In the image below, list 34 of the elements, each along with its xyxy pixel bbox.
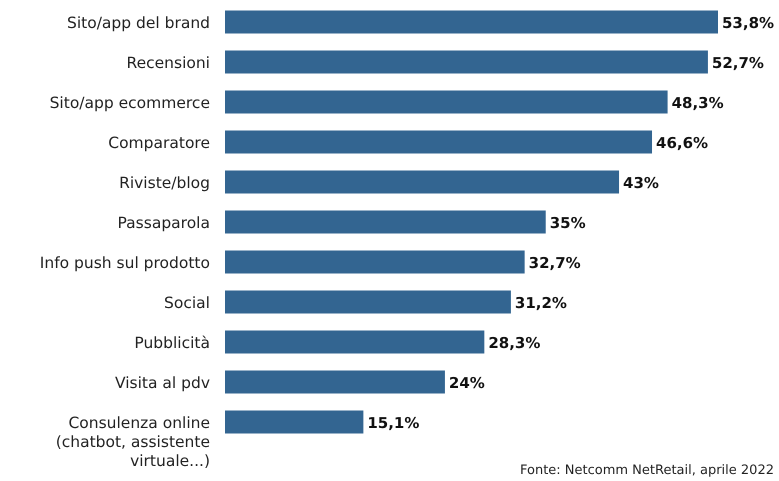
bar [225, 130, 652, 154]
y-tick-label: Comparatore [108, 134, 210, 152]
source-note: Fonte: Netcomm NetRetail, aprile 2022 [520, 463, 774, 478]
bar [225, 330, 484, 354]
bar [225, 90, 668, 114]
y-tick-label: Sito/app del brand [66, 14, 210, 32]
data-label: 32,7% [528, 254, 581, 272]
data-label: 31,2% [514, 294, 567, 312]
bar [225, 10, 718, 34]
y-tick-label: Passaparola [118, 214, 210, 232]
bar [225, 290, 511, 314]
y-tick-label: Social [164, 294, 210, 312]
data-label: 24% [448, 374, 485, 392]
y-tick-label: Pubblicità [134, 334, 210, 352]
bar [225, 210, 546, 234]
bar [225, 170, 620, 194]
y-tick-label: Sito/app ecommerce [50, 94, 210, 112]
bar [225, 410, 364, 434]
y-tick-label: Info push sul prodotto [40, 254, 210, 272]
data-label: 43% [623, 174, 659, 192]
data-label: 15,1% [367, 414, 420, 432]
bar [225, 250, 525, 274]
bar [225, 50, 708, 74]
y-tick-label: Consulenza online (chatbot, assistente virtuale...) [56, 414, 210, 470]
data-label: 48,3% [672, 94, 724, 112]
data-label: 28,3% [488, 334, 540, 352]
bar [225, 370, 445, 394]
data-label: 52,7% [712, 54, 764, 72]
y-tick-label: Visita al pdv [114, 374, 210, 392]
y-tick-label: Recensioni [126, 54, 210, 72]
data-label: 46,6% [656, 134, 708, 152]
y-tick-label: Riviste/blog [119, 174, 210, 192]
data-label: 35% [550, 214, 586, 232]
data-label: 53,8% [722, 14, 774, 32]
